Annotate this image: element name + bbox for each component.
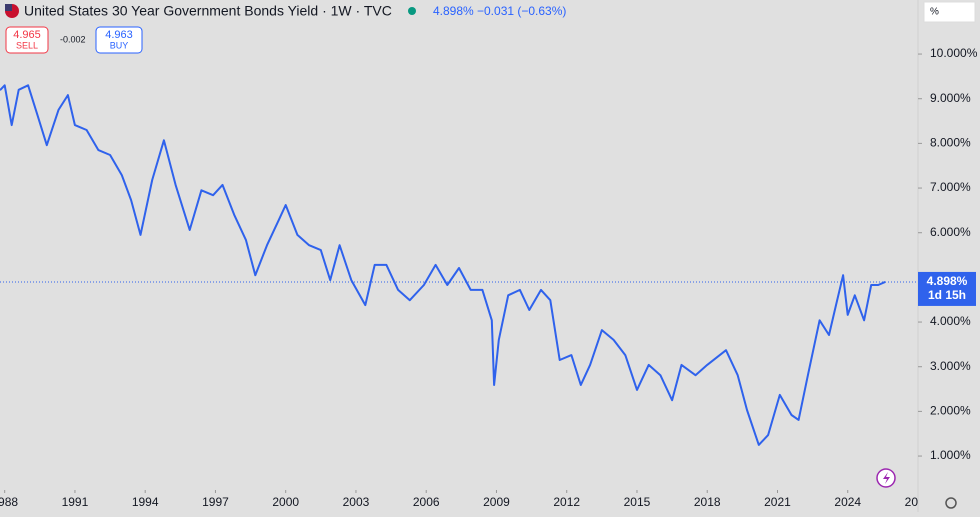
scale-mode-button[interactable]	[923, 1, 976, 23]
x-tick-label: 2012	[553, 495, 580, 509]
x-tick-label: 2024	[834, 495, 861, 509]
y-tick-label: 1.000%	[930, 448, 971, 462]
x-tick-label: 1994	[132, 495, 159, 509]
sell-button[interactable]	[5, 26, 49, 54]
chart-title: United States 30 Year Government Bonds Y…	[24, 3, 392, 19]
lightning-icon	[883, 472, 890, 484]
spread: -0.002	[60, 34, 86, 44]
status-dot	[408, 7, 416, 15]
x-tick-label: 2015	[624, 495, 651, 509]
plot-area: 1988 1991 1994 1997 2000 2003 2006 2009 2012 2015…	[0, 84, 932, 509]
buy-label[interactable]: BUY	[110, 40, 129, 50]
flag-canton	[5, 4, 12, 11]
x-tick-label: 2027	[905, 495, 932, 509]
y-tick-label: 4.000%	[930, 314, 971, 328]
x-tick-label: 2021	[764, 495, 791, 509]
x-tick-label: 2003	[343, 495, 370, 509]
buy-button[interactable]	[95, 26, 143, 54]
y-tick-label: 10.000%	[930, 46, 978, 60]
price-tag	[918, 271, 976, 306]
x-tick-label: 1991	[62, 495, 89, 509]
price-tag-value: 4.898%	[927, 274, 968, 288]
price-tag-countdown: 1d 15h	[928, 288, 966, 302]
y-tick-label: 9.000%	[930, 91, 971, 105]
y-tick-label: 8.000%	[930, 136, 971, 150]
buy-price[interactable]: 4.963	[105, 29, 133, 41]
y-tick-label: 7.000%	[930, 180, 971, 194]
sell-price[interactable]: 4.965	[13, 29, 41, 41]
x-tick-label: 2006	[413, 495, 440, 509]
settings-button[interactable]	[945, 497, 957, 509]
header-change: −0.031 (−0.63%)	[477, 4, 566, 18]
scale-mode[interactable]: %	[930, 7, 939, 18]
sell-label[interactable]: SELL	[16, 40, 38, 50]
x-tick-label: 2018	[694, 495, 721, 509]
header-price: 4.898%	[433, 4, 474, 18]
x-tick-label: 1997	[202, 495, 229, 509]
x-tick-label: 1988	[0, 495, 18, 509]
y-tick-label: 6.000%	[930, 225, 971, 239]
x-tick-label: 2000	[272, 495, 299, 509]
y-tick-label: 3.000%	[930, 359, 971, 373]
x-tick-label: 2009	[483, 495, 510, 509]
y-tick-label: 2.000%	[930, 404, 971, 418]
price-line	[0, 84, 886, 446]
